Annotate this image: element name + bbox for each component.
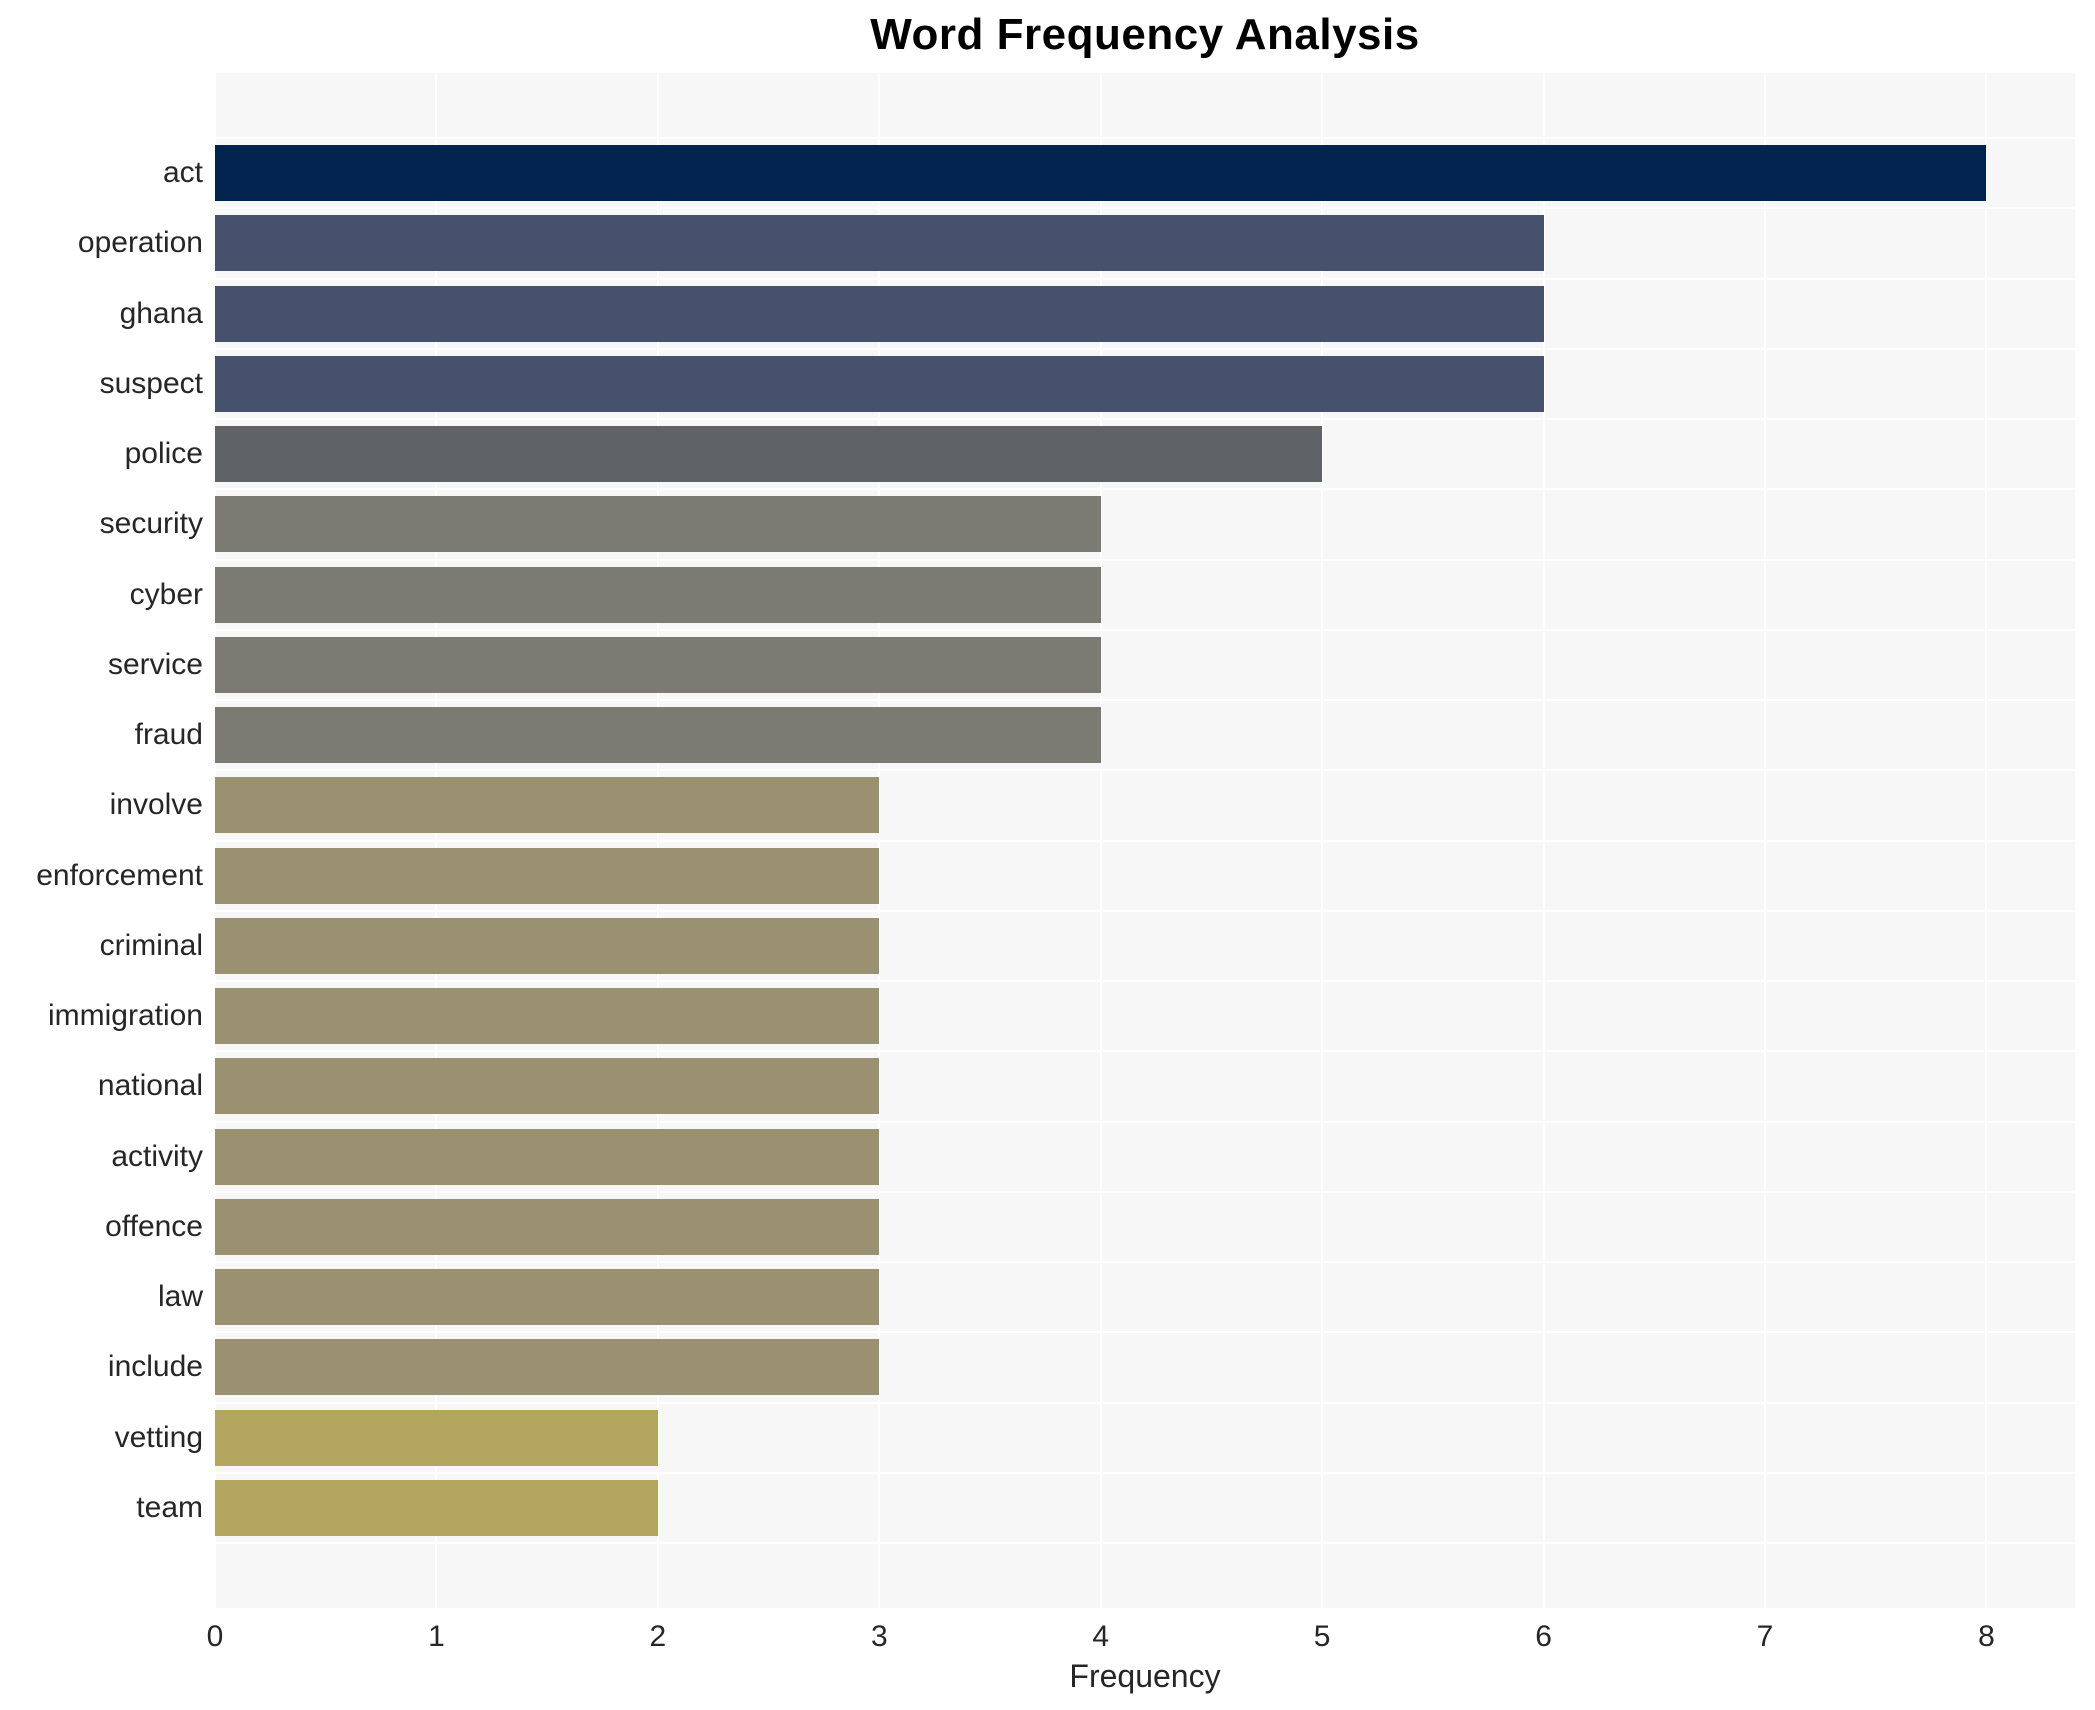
- bar-offence: [215, 1198, 880, 1255]
- category-label: fraud: [134, 718, 203, 752]
- bar-rows: act operation ghana suspect police secur…: [36, 137, 2075, 1544]
- bar-criminal: [215, 917, 880, 974]
- category-label: cyber: [129, 577, 203, 611]
- bar-row-operation: operation: [78, 207, 2075, 277]
- bar-service: [215, 636, 1101, 693]
- bar-row-offence: offence: [105, 1190, 2075, 1261]
- category-label: enforcement: [36, 858, 203, 892]
- bar-row-enforcement: enforcement: [36, 839, 2075, 910]
- bar-row-ghana: ghana: [120, 277, 2075, 348]
- bar-immigration: [215, 988, 880, 1045]
- bar-include: [215, 1339, 880, 1396]
- category-label: involve: [109, 788, 203, 822]
- category-label: offence: [105, 1209, 203, 1243]
- bar-row-police: police: [125, 418, 2075, 488]
- bar-row-immigration: immigration: [48, 980, 2075, 1050]
- x-axis-label: Frequency: [1069, 1658, 1221, 1694]
- bar-row-criminal: criminal: [100, 909, 2075, 980]
- category-label: security: [99, 507, 203, 541]
- bar-row-include: include: [108, 1331, 2075, 1401]
- bar-row-law: law: [158, 1261, 2075, 1331]
- category-label: include: [107, 1350, 203, 1384]
- category-label: act: [162, 156, 203, 190]
- x-tick-4: 4: [1092, 1620, 1110, 1653]
- category-label: ghana: [119, 296, 203, 330]
- x-tick-5: 5: [1313, 1620, 1331, 1653]
- chart-title: Word Frequency Analysis: [870, 10, 1420, 59]
- category-label: team: [136, 1490, 203, 1524]
- x-tick-0: 0: [206, 1620, 224, 1653]
- category-label: service: [107, 647, 203, 681]
- bar-act: [215, 145, 1987, 202]
- bar-activity: [215, 1128, 880, 1185]
- category-label: vetting: [114, 1420, 203, 1454]
- bar-vetting: [215, 1409, 658, 1466]
- bar-involve: [215, 777, 880, 834]
- bar-row-service: service: [108, 628, 2075, 699]
- x-tick-1: 1: [428, 1620, 445, 1653]
- bar-ghana: [215, 285, 1544, 342]
- x-tick-3: 3: [870, 1620, 888, 1653]
- category-label: operation: [77, 226, 203, 260]
- bar-fraud: [215, 707, 1101, 764]
- bar-cyber: [215, 566, 1101, 623]
- bar-security: [215, 496, 1101, 553]
- category-label: activity: [111, 1139, 203, 1173]
- bar-row-vetting: vetting: [115, 1401, 2075, 1472]
- bar-row-national: national: [98, 1050, 2075, 1120]
- bar-suspect: [215, 355, 1544, 412]
- bar-police: [215, 426, 1323, 483]
- x-tick-8: 8: [1978, 1620, 1995, 1653]
- category-label: immigration: [47, 999, 203, 1033]
- bar-row-activity: activity: [111, 1120, 2075, 1191]
- category-label: police: [124, 437, 203, 471]
- bar-row-security: security: [100, 488, 2075, 558]
- bar-enforcement: [215, 847, 880, 904]
- bar-law: [215, 1269, 880, 1326]
- bar-team: [215, 1479, 658, 1536]
- category-label: law: [157, 1280, 203, 1314]
- bar-national: [215, 1058, 880, 1115]
- category-label: suspect: [99, 366, 203, 400]
- plot-area: act operation ghana suspect police secur…: [36, 73, 2075, 1608]
- bar-row-suspect: suspect: [100, 347, 2075, 418]
- x-tick-2: 2: [649, 1620, 667, 1653]
- category-label: national: [97, 1069, 203, 1103]
- x-tick-6: 6: [1535, 1620, 1552, 1653]
- bar-row-team: team: [136, 1471, 2075, 1544]
- bar-row-act: act: [163, 137, 2075, 207]
- bar-operation: [215, 215, 1544, 272]
- bar-row-fraud: fraud: [135, 699, 2075, 769]
- category-label: criminal: [99, 928, 203, 962]
- bar-row-cyber: cyber: [130, 558, 2075, 629]
- bar-row-involve: involve: [110, 769, 2075, 839]
- x-tick-7: 7: [1756, 1620, 1774, 1653]
